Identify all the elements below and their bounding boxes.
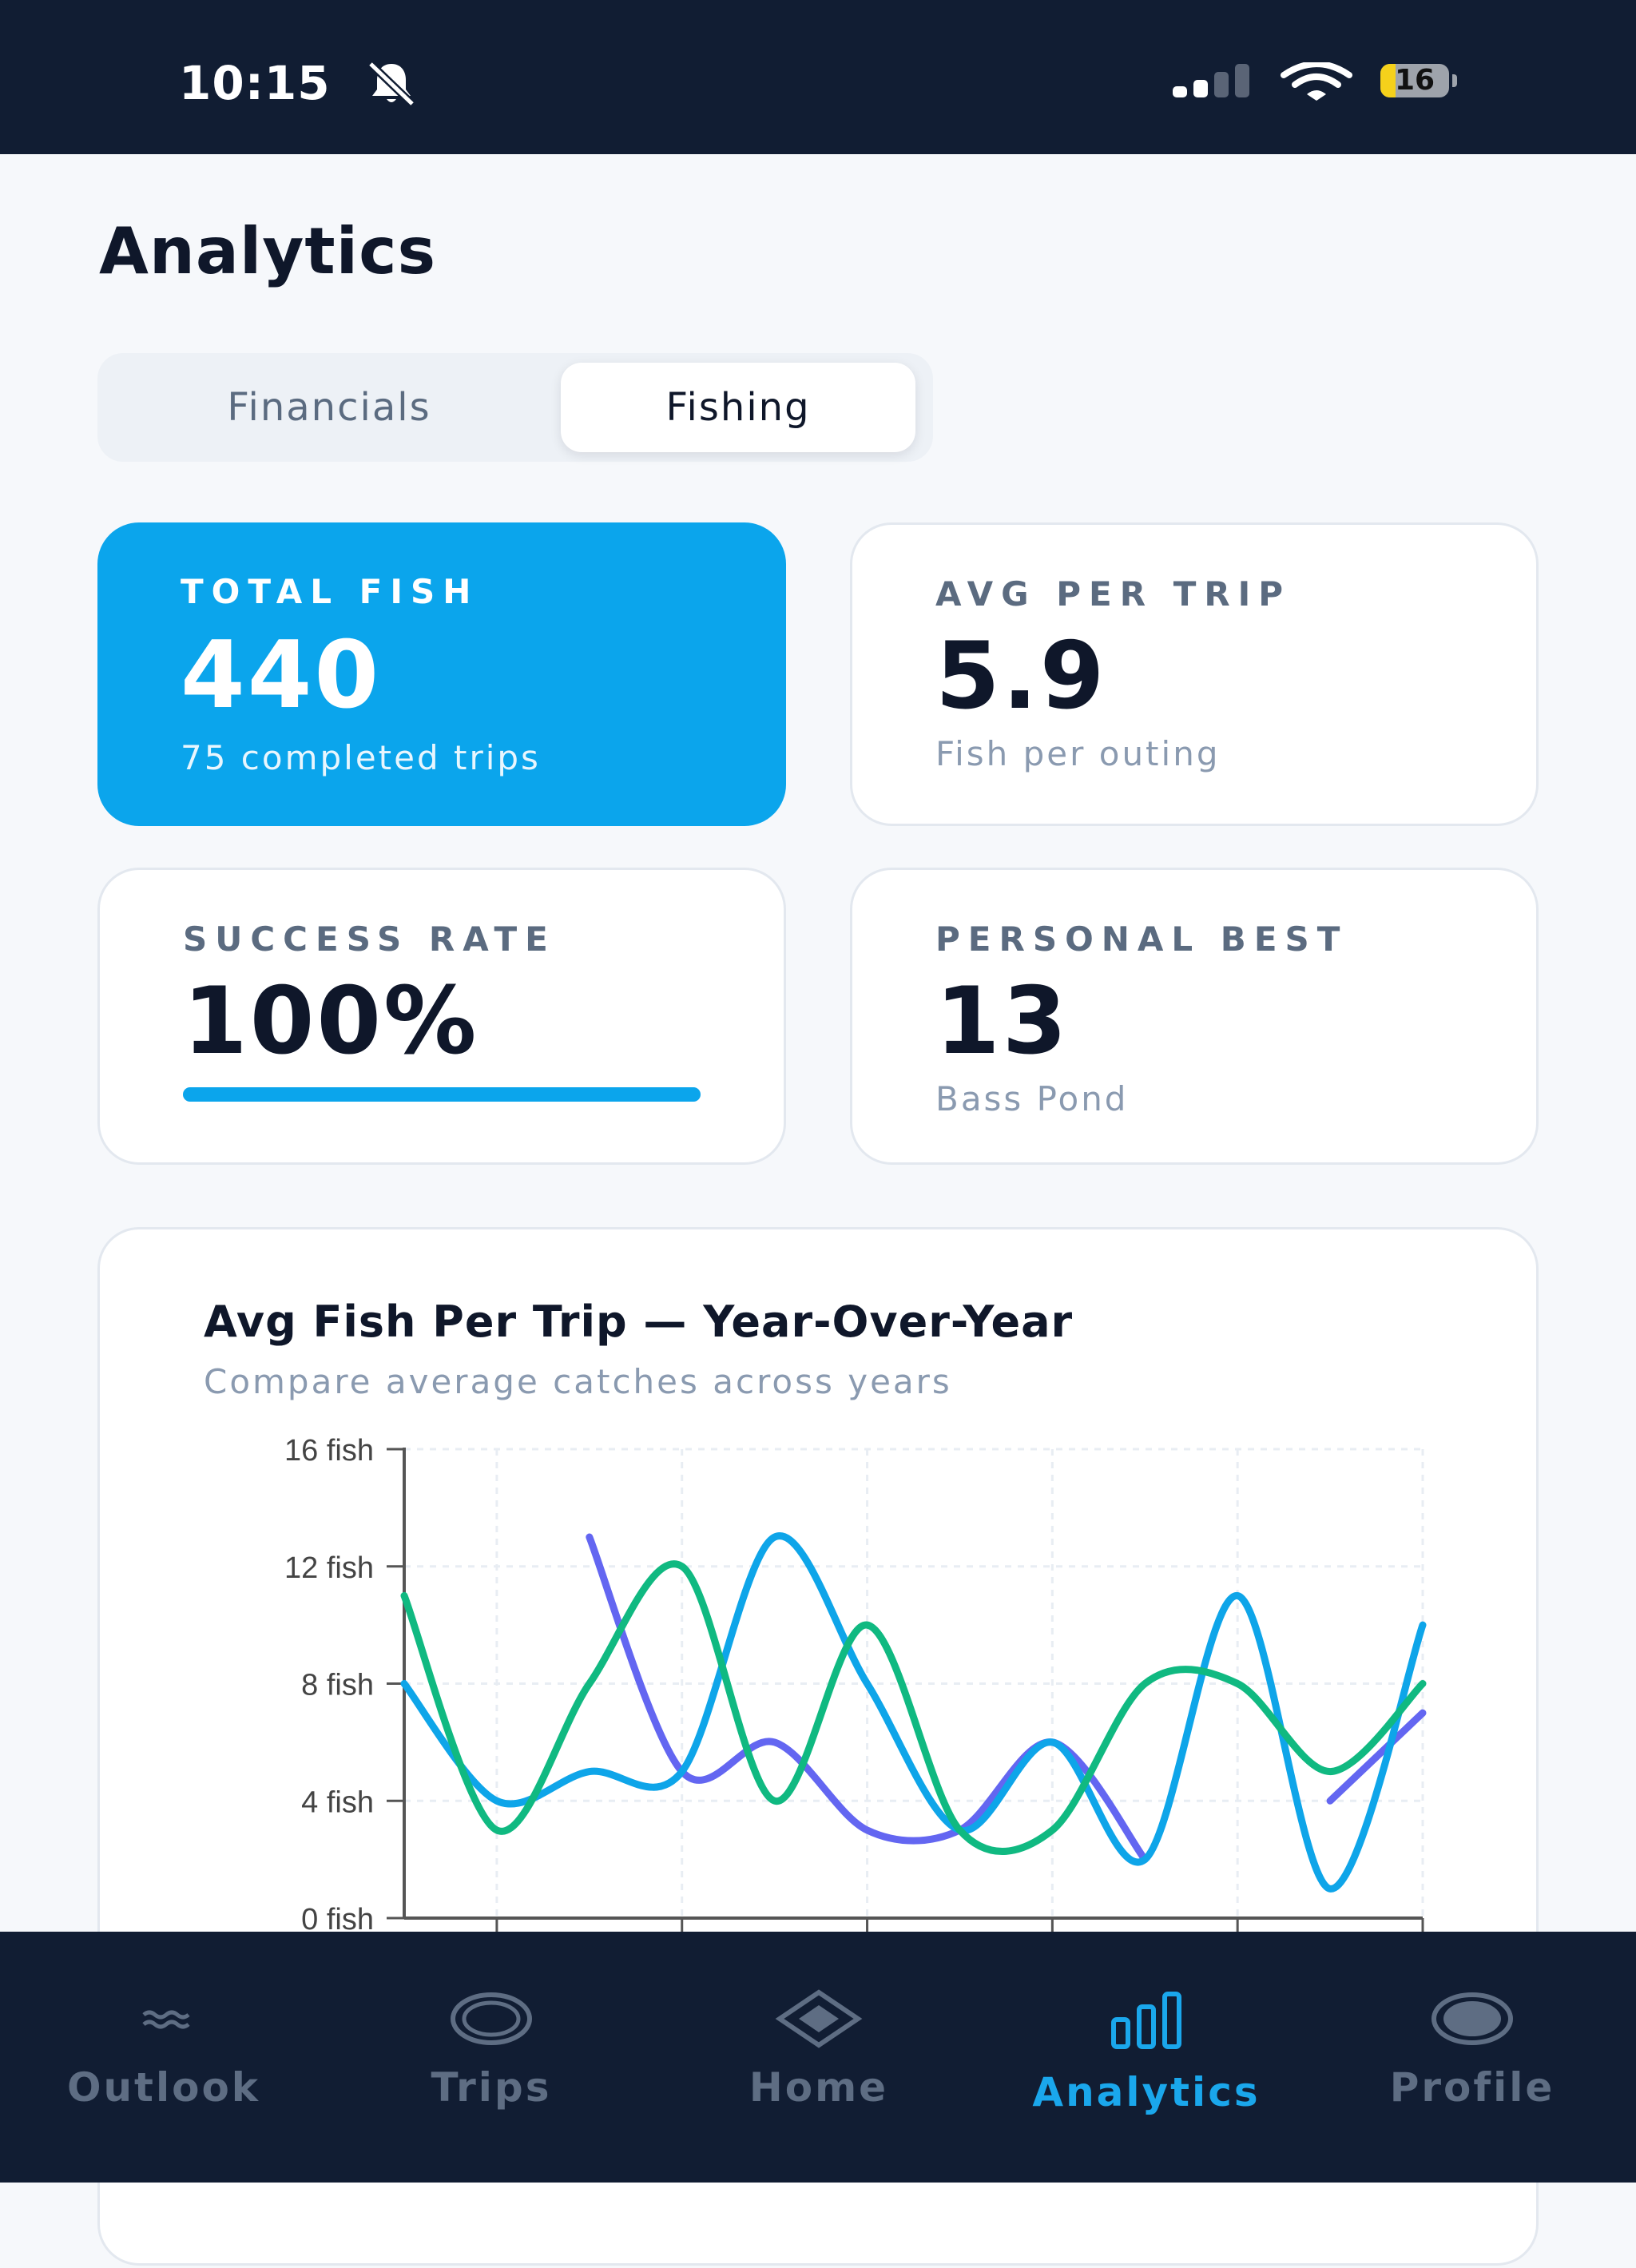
nav-analytics[interactable]: Analytics xyxy=(983,1932,1310,2183)
nav-analytics-label: Analytics xyxy=(1032,2069,1261,2115)
y-tick-label: 4 fish xyxy=(301,1785,374,1819)
segmented-control: Financials Fishing xyxy=(97,353,933,462)
y-tick-label: 12 fish xyxy=(284,1551,374,1585)
avg-per-trip-value: 5.9 xyxy=(935,622,1107,730)
avg-per-trip-label: AVG PER TRIP xyxy=(935,574,1292,614)
total-fish-sub: 75 completed trips xyxy=(181,738,541,777)
success-rate-card: SUCCESS RATE 100% xyxy=(97,868,786,1165)
status-time: 10:15 xyxy=(179,56,331,110)
nav-outlook-label: Outlook xyxy=(66,2064,261,2111)
personal-best-card: PERSONAL BEST 13 Bass Pond xyxy=(850,868,1539,1165)
nav-trips-label: Trips xyxy=(431,2064,552,2111)
nav-profile[interactable]: Profile xyxy=(1308,1932,1636,2183)
profile-icon xyxy=(1432,1992,1513,2045)
bell-slash-icon xyxy=(367,61,415,107)
signal-icon xyxy=(1173,64,1249,97)
waves-icon xyxy=(142,2010,190,2029)
avg-per-trip-card: AVG PER TRIP 5.9 Fish per outing xyxy=(850,522,1539,826)
personal-best-sub: Bass Pond xyxy=(935,1079,1129,1118)
wifi-icon xyxy=(1281,62,1352,101)
nav-trips[interactable]: Trips xyxy=(328,1932,655,2183)
series-line-purple xyxy=(1326,1709,1427,1805)
success-rate-progress xyxy=(183,1087,701,1102)
personal-best-label: PERSONAL BEST xyxy=(935,920,1348,959)
success-rate-progress-fill xyxy=(183,1087,701,1102)
nav-outlook[interactable]: Outlook xyxy=(0,1932,328,2183)
battery-tip xyxy=(1452,74,1457,87)
total-fish-card: TOTAL FISH 440 75 completed trips xyxy=(97,522,786,826)
y-tick-label: 8 fish xyxy=(301,1669,374,1702)
segment-fishing[interactable]: Fishing xyxy=(561,363,915,452)
chart-title: Avg Fish Per Trip — Year-Over-Year xyxy=(204,1297,1074,1347)
total-fish-label: TOTAL FISH xyxy=(181,572,479,611)
page-title: Analytics xyxy=(99,214,437,288)
avg-per-trip-sub: Fish per outing xyxy=(935,734,1221,773)
line-chart: 0 fish 4 fish 8 fish 12 fish 16 fish xyxy=(284,1434,1427,1936)
y-tick-label: 16 fish xyxy=(284,1434,374,1468)
bottom-nav: Outlook Trips Home Analytics Profile xyxy=(0,1932,1636,2183)
success-rate-value: 100% xyxy=(183,967,479,1075)
nav-home[interactable]: Home xyxy=(655,1932,983,2183)
personal-best-value: 13 xyxy=(935,967,1070,1075)
diamond-icon xyxy=(775,1989,863,2048)
segment-financials[interactable]: Financials xyxy=(227,385,431,430)
total-fish-value: 440 xyxy=(181,622,382,729)
ring-icon xyxy=(451,1992,532,2045)
chart-subtitle: Compare average catches across years xyxy=(204,1362,952,1401)
success-rate-label: SUCCESS RATE xyxy=(183,920,556,959)
y-tick-label: 0 fish xyxy=(301,1903,374,1936)
status-bar: 10:15 16 xyxy=(0,0,1636,154)
battery-level: 16 xyxy=(1394,64,1435,97)
battery-icon: 16 xyxy=(1380,64,1449,97)
series-line-green xyxy=(400,1560,1427,1856)
bar-chart-icon xyxy=(1111,1992,1181,2049)
nav-home-label: Home xyxy=(749,2064,889,2111)
nav-profile-label: Profile xyxy=(1389,2064,1555,2111)
